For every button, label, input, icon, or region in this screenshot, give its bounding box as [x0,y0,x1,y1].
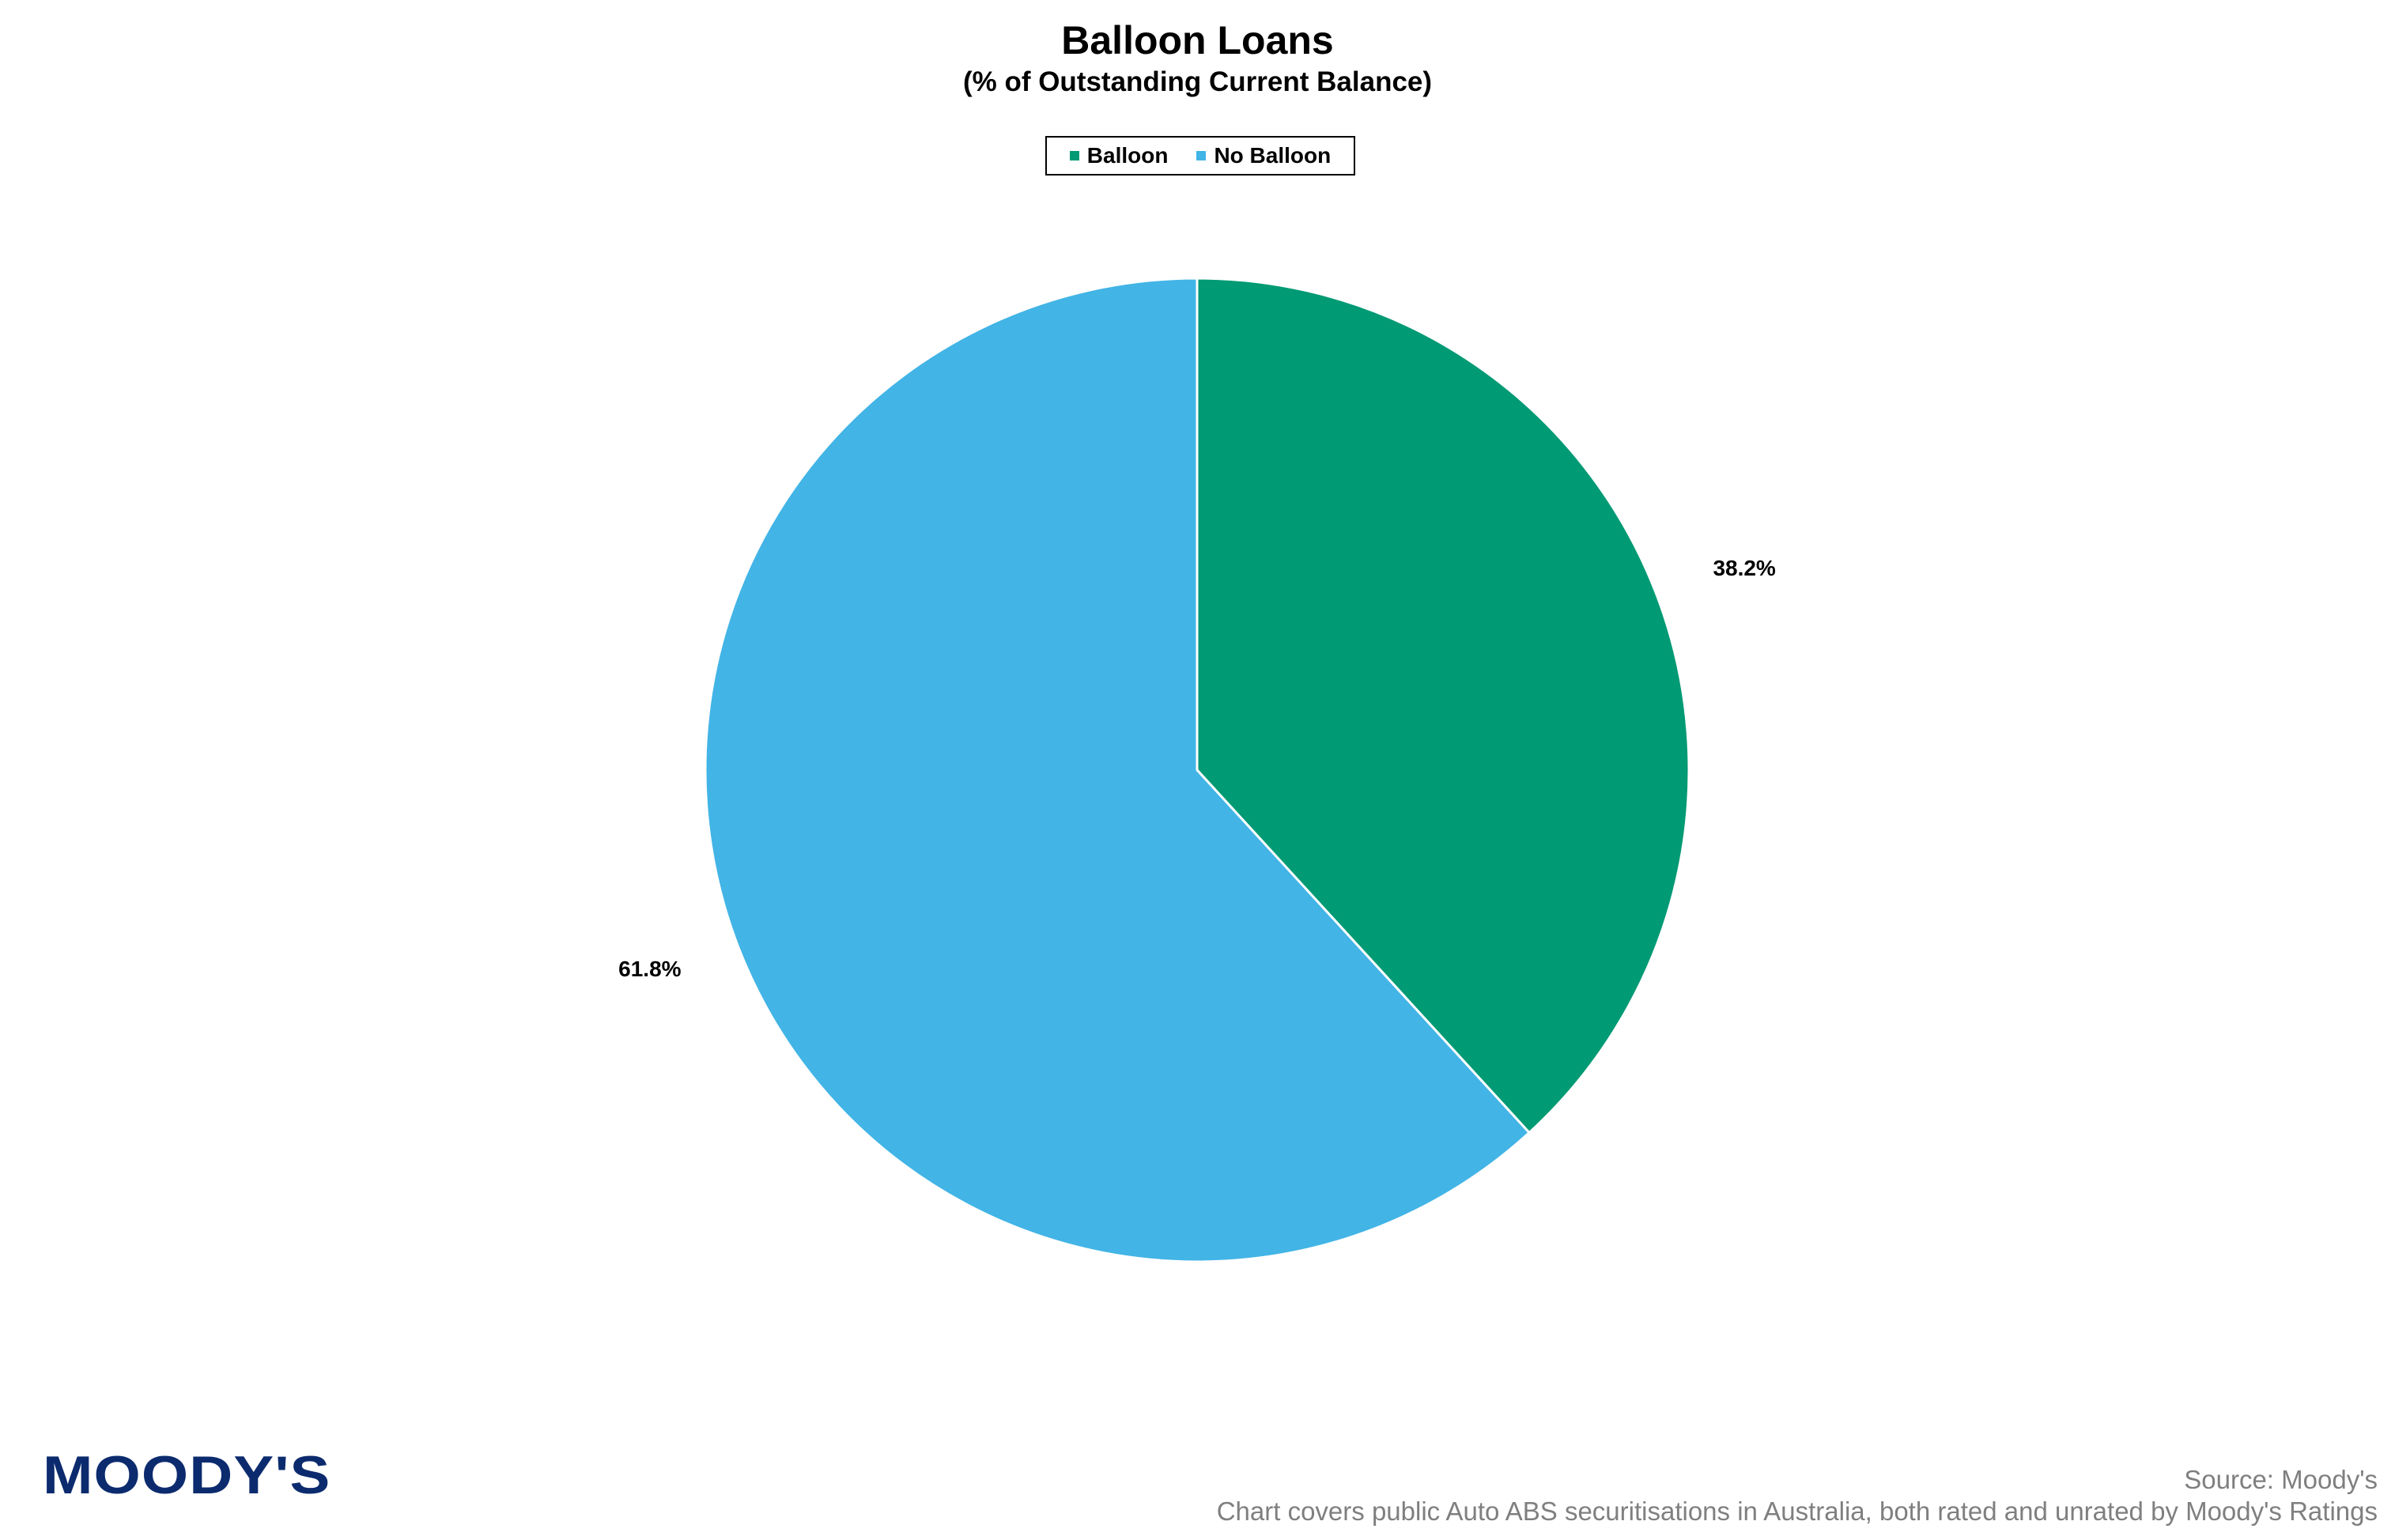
chart-note: Chart covers public Auto ABS securitisat… [1216,1497,2378,1526]
source-text: Source: Moody's [2184,1465,2378,1494]
legend-swatch-balloon [1069,151,1079,160]
chart-subtitle: (% of Outstanding Current Balance) [962,66,1433,97]
legend-swatch-no-balloon [1196,151,1207,160]
pie-slice-balloon [1196,277,1690,1134]
footer-notes: Source: Moody's Chart covers public Auto… [1217,1464,2378,1527]
legend-label-no-balloon: No Balloon [1214,143,1332,168]
legend-item-no-balloon: No Balloon [1196,143,1331,168]
pie-slice-no-balloon [704,277,1532,1263]
data-label-no-balloon: 61.8% [618,957,681,981]
legend: Balloon No Balloon [1045,136,1355,176]
data-label-balloon: 38.2% [1713,556,1775,580]
chart-title: Balloon Loans [1061,18,1334,62]
legend-label-balloon: Balloon [1086,143,1169,168]
legend-item-balloon: Balloon [1069,143,1169,168]
moodys-logo: MOODY'S [43,1445,331,1505]
